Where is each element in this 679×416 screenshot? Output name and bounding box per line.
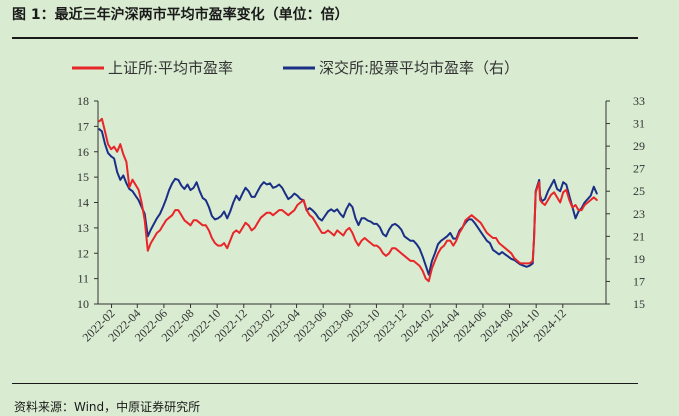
y-right-tick-label: 17 xyxy=(633,274,645,288)
y-left-tick-label: 18 xyxy=(77,94,89,108)
y-right-tick-label: 25 xyxy=(633,184,645,198)
source-note: 资料来源：Wind，中原证券研究所 xyxy=(14,400,201,414)
y-right-tick-label: 33 xyxy=(633,94,645,108)
y-left-tick-label: 12 xyxy=(77,246,89,260)
y-left-tick-label: 11 xyxy=(77,272,89,286)
y-left-tick-label: 10 xyxy=(77,297,89,311)
figure-title: 图 1：最近三年沪深两市平均市盈率变化（单位：倍） xyxy=(12,7,349,23)
y-right-tick-label: 31 xyxy=(633,117,645,131)
y-left-tick-label: 17 xyxy=(77,119,89,133)
y-left-tick-label: 14 xyxy=(77,196,89,210)
title-rule xyxy=(12,37,638,39)
szse-pe-line xyxy=(98,128,598,276)
y-left-tick-label: 16 xyxy=(77,145,89,159)
line-chart: 1011121314151617181517192123252729313320… xyxy=(72,59,645,344)
legend-szse-label: 深交所:股票平均市盈率（右） xyxy=(319,59,519,77)
source-rule xyxy=(12,383,638,384)
y-left-tick-label: 13 xyxy=(77,221,89,235)
y-right-tick-label: 21 xyxy=(633,229,645,243)
y-right-tick-label: 29 xyxy=(633,139,645,153)
y-left-tick-label: 15 xyxy=(77,170,89,184)
sse-pe-line xyxy=(98,117,598,283)
legend-sse-label: 上证所:平均市盈率 xyxy=(108,59,233,77)
y-right-tick-label: 15 xyxy=(633,297,645,311)
y-right-tick-label: 27 xyxy=(633,162,645,176)
y-right-tick-label: 19 xyxy=(633,252,645,266)
y-right-tick-label: 23 xyxy=(633,207,645,221)
